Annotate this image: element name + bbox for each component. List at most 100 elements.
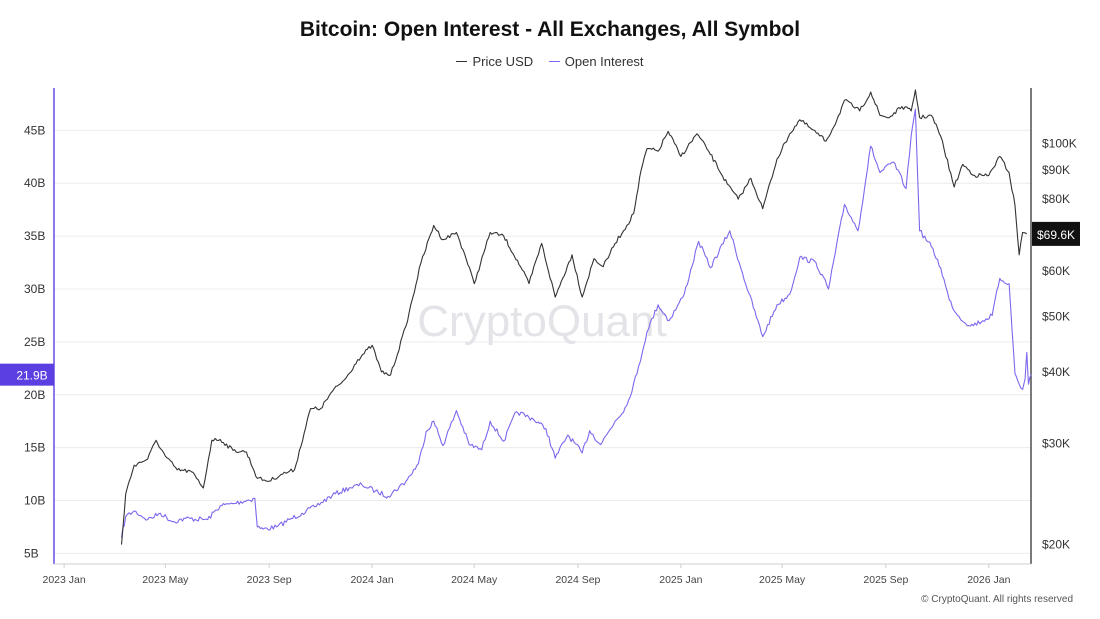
open-interest-point — [918, 230, 920, 232]
open-interest-point — [982, 320, 984, 322]
open-interest-point — [914, 108, 916, 110]
open-interest-point — [219, 505, 221, 507]
open-interest-point — [232, 503, 234, 505]
price-point — [859, 110, 861, 112]
open-interest-point — [331, 494, 333, 496]
price-point — [540, 242, 542, 244]
price-point — [554, 296, 556, 298]
price-point — [502, 235, 504, 237]
open-interest-point — [636, 372, 638, 374]
open-interest-point — [776, 304, 778, 306]
chart-legend: Price USD Open Interest — [0, 54, 1100, 69]
open-interest-point — [969, 325, 971, 327]
open-interest-point — [646, 330, 648, 332]
y-left-tick-label: 40B — [24, 176, 45, 190]
price-point — [420, 261, 422, 263]
open-interest-point — [159, 512, 161, 514]
open-interest-point — [930, 245, 932, 247]
open-interest-point — [442, 444, 444, 446]
series-line-price — [120, 89, 1028, 545]
price-current-badge — [1032, 221, 1080, 246]
price-point — [1021, 231, 1023, 233]
price-point — [489, 231, 491, 233]
open-interest-point — [1021, 388, 1023, 390]
price-point — [680, 155, 682, 157]
price-point — [930, 114, 932, 116]
open-interest-point — [789, 293, 791, 295]
series-line-open-interest — [120, 108, 1032, 538]
open-interest-point — [697, 240, 699, 242]
y-left-tick-label: 35B — [24, 229, 45, 243]
price-point — [432, 224, 434, 226]
price-point — [380, 371, 382, 373]
open-interest-point — [288, 518, 290, 520]
price-point — [146, 458, 148, 460]
open-interest-point — [999, 277, 1001, 279]
open-interest-point — [589, 430, 591, 432]
open-interest-point — [206, 518, 208, 520]
open-interest-point — [254, 497, 256, 499]
legend-item-oi[interactable]: Open Interest — [548, 54, 644, 69]
x-tick-label: 2024 Jan — [350, 574, 393, 586]
y-right-tick-label: $100K — [1042, 137, 1077, 151]
open-interest-point — [405, 480, 407, 482]
price-point — [750, 177, 752, 179]
price-point — [371, 344, 373, 346]
price-point — [726, 183, 728, 185]
price-point — [1008, 171, 1010, 173]
open-interest-point — [361, 483, 363, 485]
price-point — [918, 116, 920, 118]
price-point — [309, 408, 311, 410]
y-right-tick-label: $60K — [1042, 264, 1070, 278]
price-point — [473, 282, 475, 284]
open-interest-point — [146, 518, 148, 520]
open-interest-point — [432, 420, 434, 422]
open-interest-point — [502, 440, 504, 442]
price-point — [232, 449, 234, 451]
open-interest-point — [276, 526, 278, 528]
price-point — [133, 464, 135, 466]
price-point — [988, 174, 990, 176]
open-interest-point — [762, 335, 764, 337]
price-point — [357, 359, 359, 361]
open-interest-point — [892, 161, 894, 163]
open-interest-point — [600, 443, 602, 445]
price-point — [331, 390, 333, 392]
price-point — [961, 163, 963, 165]
open-interest-point — [879, 171, 881, 173]
price-point — [319, 408, 321, 410]
price-point — [245, 451, 247, 453]
price-point — [581, 296, 583, 298]
price-point — [836, 119, 838, 121]
x-tick-label: 2023 May — [142, 574, 189, 586]
open-interest-point — [741, 272, 743, 274]
price-point — [776, 158, 778, 160]
price-point — [280, 473, 282, 475]
price-point — [869, 91, 871, 93]
open-interest-point — [554, 457, 556, 459]
open-interest-point — [815, 261, 817, 263]
x-tick-label: 2024 Sep — [555, 574, 600, 586]
price-point — [632, 212, 634, 214]
price-point — [389, 374, 391, 376]
price-point — [973, 174, 975, 176]
open-interest-point — [956, 314, 958, 316]
price-point — [164, 455, 166, 457]
open-interest-point — [172, 520, 174, 522]
price-point — [528, 282, 530, 284]
y-left-tick-label: 15B — [24, 441, 45, 455]
y-left-tick-label: 5B — [24, 546, 39, 560]
price-point — [202, 487, 204, 489]
price-point — [843, 99, 845, 101]
open-interest-point — [1026, 351, 1028, 353]
price-point — [602, 266, 604, 268]
legend-item-price[interactable]: Price USD — [456, 54, 533, 69]
open-interest-point — [843, 203, 845, 205]
y-right-tick-label: $20K — [1042, 538, 1070, 552]
price-point — [293, 469, 295, 471]
y-right-tick-label: $40K — [1042, 365, 1070, 379]
price-point — [120, 543, 122, 545]
y-right-tick-label: $80K — [1042, 192, 1070, 206]
price-point — [455, 231, 457, 233]
